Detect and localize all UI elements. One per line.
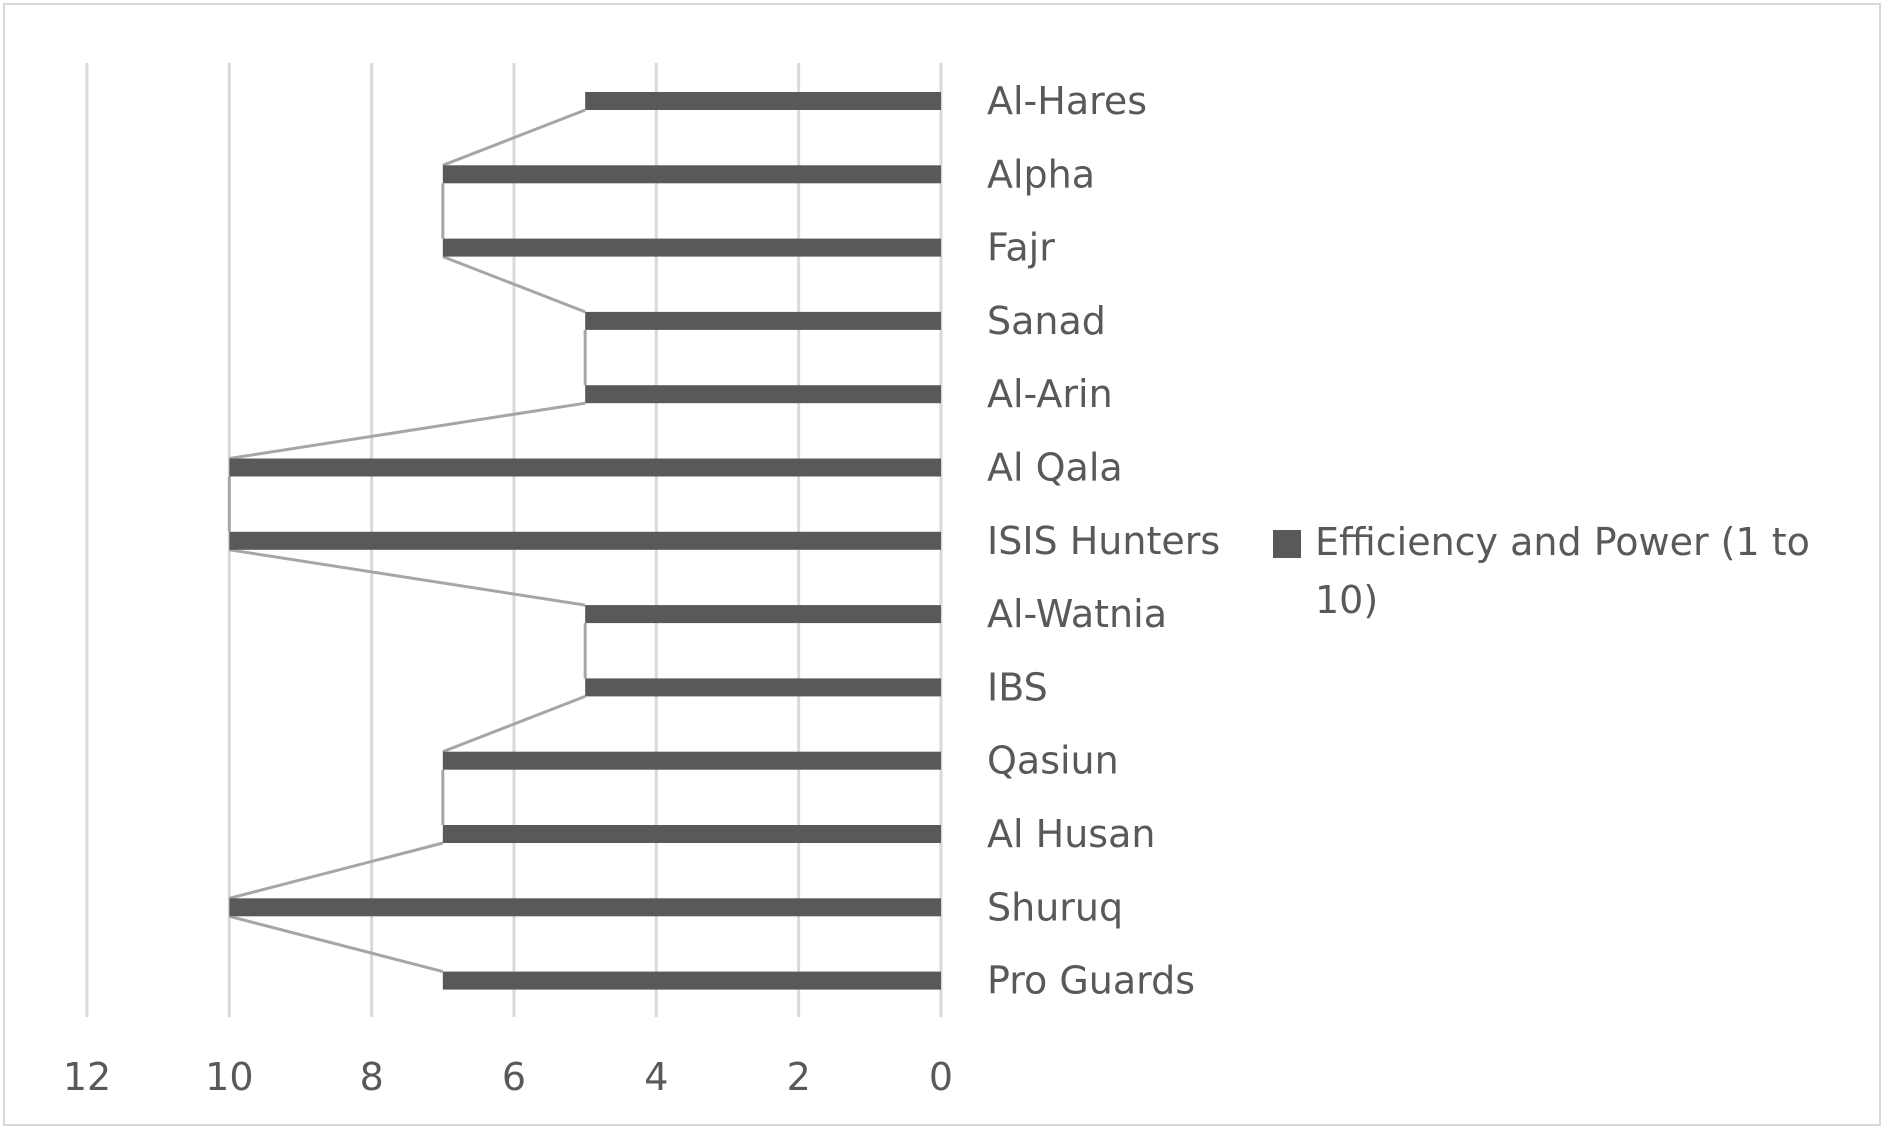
chart-frame: Al-Hares Alpha Fajr Sanad Al-Arin Al Qala ISIS… (3, 3, 1881, 1126)
x-tick-label: 12 (63, 1055, 111, 1099)
series-line (229, 548, 586, 607)
category-label: Al-Arin (987, 372, 1113, 416)
bar-shuruq (229, 898, 942, 917)
category-label: IBS (987, 665, 1048, 709)
category-label: Alpha (987, 152, 1095, 196)
series-lines (227, 108, 587, 974)
category-label: Al Husan (987, 812, 1155, 856)
legend: Efficiency and Power (1 to 10) (1273, 520, 1810, 622)
category-label: Al Qala (987, 446, 1123, 490)
x-tick-label: 10 (205, 1055, 253, 1099)
category-label: Sanad (987, 299, 1106, 343)
x-tick-label: 0 (929, 1055, 953, 1099)
x-tick-label: 2 (787, 1055, 811, 1099)
series-line (442, 255, 586, 314)
legend-label: Efficiency and Power (1 to (1315, 520, 1810, 564)
category-label: Shuruq (987, 885, 1123, 929)
x-tick-label: 4 (644, 1055, 668, 1099)
bar-fajr (442, 238, 941, 257)
x-axis-tick-labels: 0 2 4 6 8 10 12 (63, 1055, 953, 1099)
series-line (442, 695, 586, 754)
bar-al-hares (585, 92, 941, 110)
legend-swatch (1273, 530, 1301, 558)
bar-al-watnia (585, 605, 941, 624)
bar-al-husan (442, 825, 941, 843)
x-tick-label: 6 (502, 1055, 526, 1099)
bar-al-arin (585, 385, 941, 404)
bar-sanad (585, 311, 941, 330)
legend-label-continued: 10) (1315, 578, 1378, 622)
chart: Al-Hares Alpha Fajr Sanad Al-Arin Al Qala ISIS… (63, 63, 1810, 1099)
category-label: Fajr (987, 226, 1055, 270)
series-line (228, 914, 444, 974)
series-line (228, 841, 444, 900)
series-line (442, 108, 586, 167)
bar-isis-hunters (229, 531, 942, 550)
bar-ibs (585, 678, 941, 697)
bar-al-qala (229, 458, 942, 477)
category-label: Qasiun (987, 739, 1119, 783)
series-line (229, 401, 586, 460)
category-label: Al-Hares (987, 79, 1147, 123)
bar-alpha (442, 165, 941, 184)
x-tick-label: 8 (360, 1055, 384, 1099)
category-label: ISIS Hunters (987, 519, 1220, 563)
bar-qasiun (442, 751, 941, 770)
category-label: Al-Watnia (987, 592, 1167, 636)
category-label: Pro Guards (987, 959, 1195, 1003)
category-labels: Al-Hares Alpha Fajr Sanad Al-Arin Al Qala ISIS… (987, 79, 1220, 1003)
bars (229, 92, 942, 990)
bar-pro-guards (442, 971, 941, 990)
